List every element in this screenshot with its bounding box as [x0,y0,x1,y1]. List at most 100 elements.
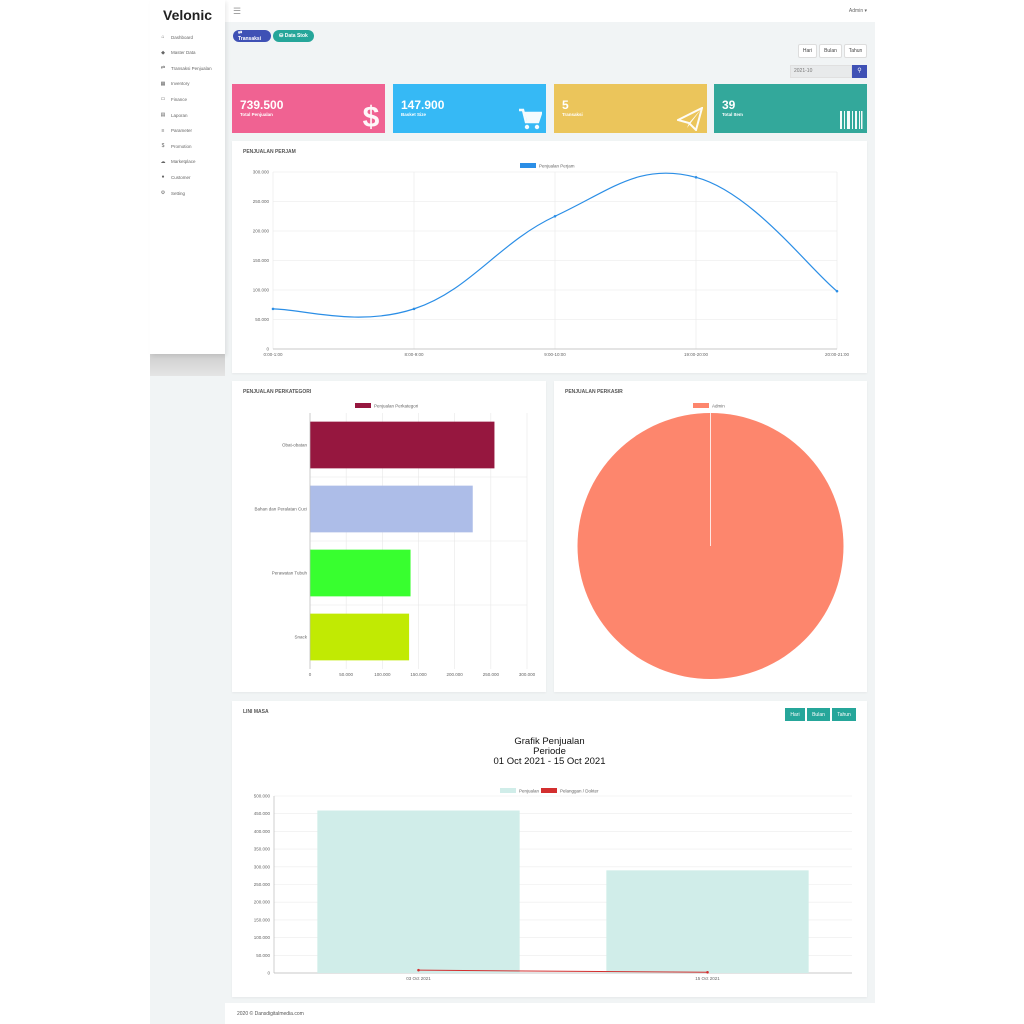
sidebar-item-inventory[interactable]: ▦ Inventory [158,78,224,90]
y-tick-label: 150.000 [254,917,271,922]
sidebar-item-promotion[interactable]: $ Promotion [158,140,224,152]
x-tick-label: 150.000 [410,672,427,677]
y-tick-label: 150.000 [253,258,270,263]
data-point [553,214,557,218]
topbar: ☰ Admin ▾ [225,0,875,22]
y-tick-label: 400.000 [254,829,271,834]
footer: 2020 © Dansdigitalmedia.com [225,1003,875,1024]
legend-label: Pelanggan / Dokter [560,789,599,794]
sidebar-item-parameter[interactable]: ≡ Parameter [158,125,224,137]
sidebar-item-label: Laporan [171,112,188,118]
legend-swatch [500,788,516,793]
category-sales-chart: Penjualan Perkategori 0 50.000 100.000 150.0… [254,403,536,677]
stat-card-total-penjualan: 739.500 Total Penjualan $ [232,84,385,133]
sidebar-item-transaksi-penjualan[interactable]: ⇄ Transaksi Penjualan [158,62,224,74]
boxes-icon: ▦ [160,80,166,87]
x-tick-label: 250.000 [483,672,500,677]
sidebar-item-label: Transaksi Penjualan [171,65,212,71]
stat-card-transaksi: 5 Transaksi [554,84,707,133]
y-tick-label: 250.000 [254,882,271,887]
data-point [417,968,420,972]
legend-swatch [520,163,536,168]
stat-card-total-item: 39 Total Item [714,84,867,133]
sidebar-item-marketplace[interactable]: ☁ Marketplace [158,156,224,168]
timeline-bulan-button[interactable]: Bulan [807,708,830,721]
stat-label: Total Penjualan [240,112,273,117]
data-point [271,307,275,311]
bar [606,870,809,973]
x-tick-label: 19:00-20:00 [684,352,709,357]
home-icon: ⌂ [161,34,165,40]
y-tick-label: Snack [294,635,307,640]
period-hari-button[interactable]: Hari [798,44,817,58]
exchange-icon: ⇄ [160,65,166,72]
legend-label: Penjualan [519,789,540,794]
file-icon: ▤ [160,112,166,118]
timeline-hari-button[interactable]: Hari [785,708,805,721]
transaksi-button[interactable]: ⇄ Transaksi [233,30,271,42]
timeline-tahun-button[interactable]: Tahun [832,708,856,721]
legend-swatch [355,403,371,408]
sidebar: Velonic ⌂ Dashboard ◆ Master Data ⇄ Transaksi… [150,0,225,354]
sidebar-item-label: Inventory [171,81,190,87]
y-tick-label: 250.000 [253,199,270,204]
sidebar-item-label: Marketplace [171,159,196,165]
x-tick-label: 0 [309,672,312,677]
sidebar-item-label: Finance [171,96,188,102]
y-tick-label: 350.000 [254,847,271,852]
bar [310,421,495,469]
x-tick-label: 100.000 [374,672,391,677]
sidebar-item-laporan[interactable]: ▤ Laporan [158,109,224,121]
y-tick-label: 200.000 [254,900,271,905]
money-icon: ▭ [160,96,166,103]
y-tick-label: 50.000 [255,317,269,322]
y-tick-label: 100.000 [254,935,271,940]
y-tick-label: Obat-obatan [282,443,308,448]
sidebar-item-label: Parameter [171,128,193,134]
sliders-icon: ≡ [161,127,165,134]
period-bulan-button[interactable]: Bulan [819,44,842,58]
timeline-heading-line: Periode [533,746,566,757]
x-tick-label: 9:00-10:00 [544,352,566,357]
legend-swatch [541,788,557,793]
gear-icon: ⚙ [160,190,166,196]
sidebar-item-label: Customer [171,174,191,180]
data-stok-button[interactable]: ⛁ Data Stok [273,30,314,42]
y-tick-label: 0 [267,971,270,976]
y-tick-label: 50.000 [256,953,270,958]
y-tick-label: 300.000 [254,864,271,869]
bar [310,549,411,597]
paper-plane-icon [677,107,703,131]
y-tick-label: Bahan dan Peralatan Cuci [254,507,307,512]
y-tick-label: 0 [266,347,269,352]
dollar-icon: $ [161,143,165,150]
menu-toggle-icon[interactable]: ☰ [233,6,242,16]
search-button[interactable]: ⚲ [852,65,867,78]
y-tick-label: Perawatan Tubuh [272,571,308,576]
search-icon: ⚲ [857,68,862,74]
cashier-sales-chart: Admin [577,403,844,679]
barcode-icon [840,111,863,129]
user-menu[interactable]: Admin ▾ [848,8,867,14]
legend-label: Penjualan Perjam [539,164,575,169]
sidebar-item-master-data[interactable]: ◆ Master Data [158,47,224,59]
cart-icon [519,108,542,130]
sidebar-item-finance[interactable]: ▭ Finance [158,93,224,105]
sidebar-item-label: Setting [171,190,186,196]
stat-value: 5 [562,98,569,112]
data-point [694,176,698,179]
sidebar-item-dashboard[interactable]: ⌂ Dashboard [158,31,224,43]
data-point [412,307,416,311]
x-tick-label: 20:00-21:00 [825,352,850,357]
sidebar-item-label: Master Data [171,50,196,56]
stat-label: Basket Size [401,112,427,117]
period-tahun-button[interactable]: Tahun [844,44,867,58]
bar [310,613,410,661]
hourly-sales-card: PENJUALAN PERJAM [232,141,867,373]
sidebar-shadow [150,354,225,376]
period-input[interactable]: 2021-10 [790,65,852,78]
stat-card-basket-size: 147.900 Basket Size [393,84,546,133]
cloud-icon: ☁ [160,158,166,165]
sidebar-item-customer[interactable]: ● Customer [158,171,224,183]
sidebar-item-setting[interactable]: ⚙ Setting [158,187,224,199]
